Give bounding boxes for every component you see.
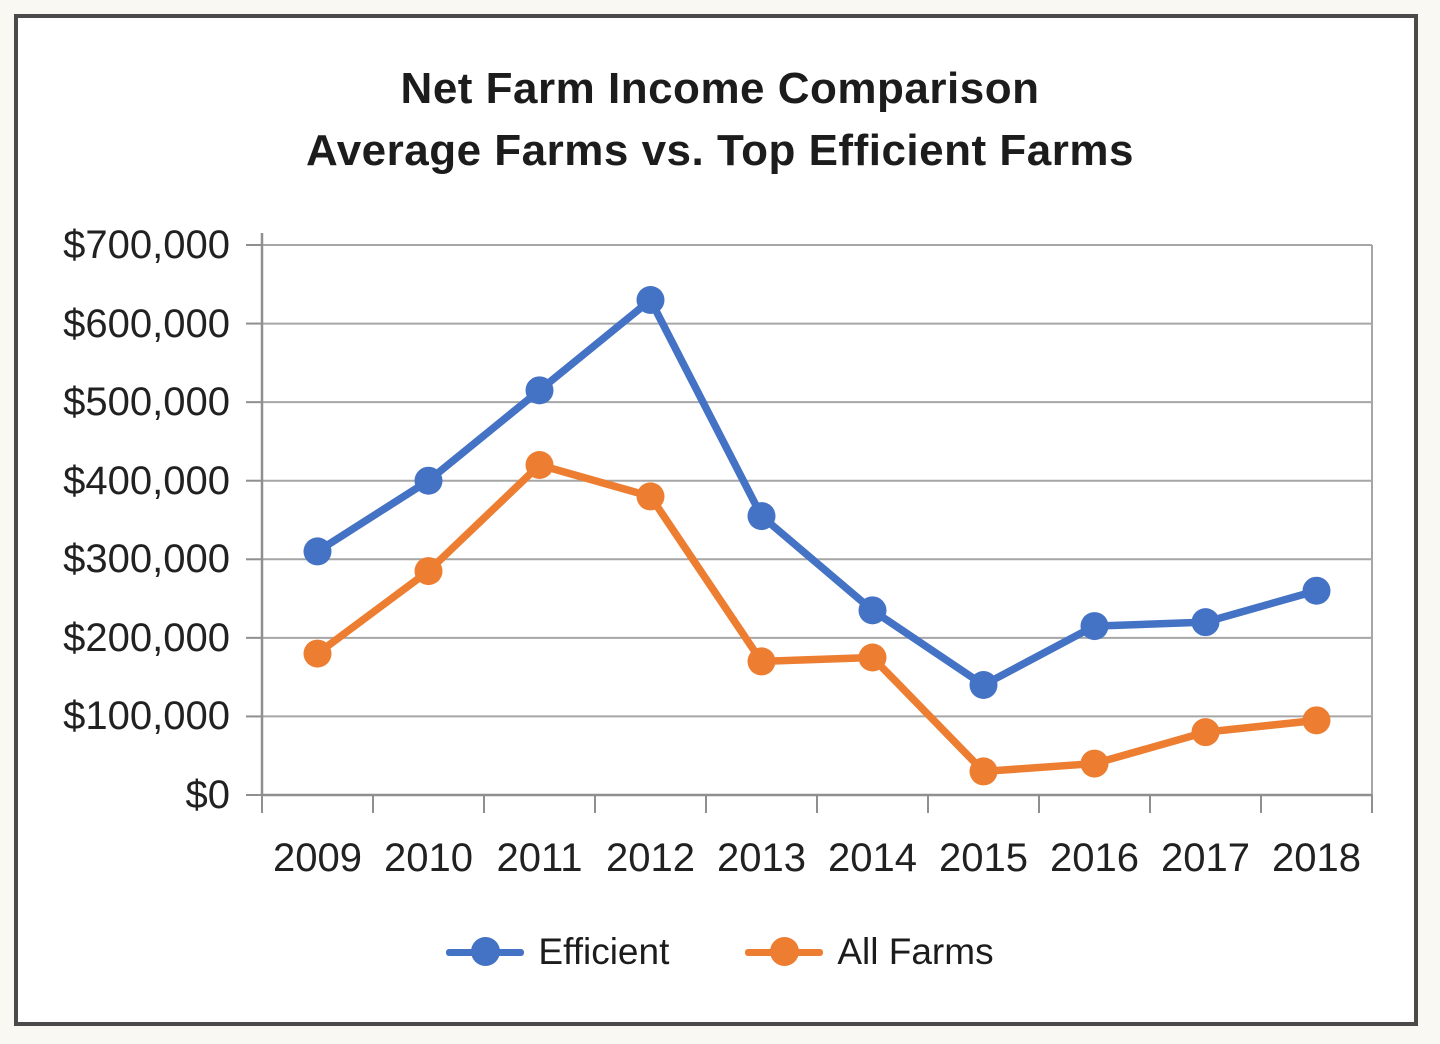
y-axis-tick-label: $200,000	[63, 615, 230, 660]
chart-title-line1: Net Farm Income Comparison	[400, 64, 1040, 113]
series-line-efficient	[313, 296, 1321, 689]
y-axis-tick-label: $100,000	[63, 694, 230, 739]
data-point-marker	[858, 643, 887, 672]
data-point-marker	[525, 451, 554, 479]
chart-frame	[14, 14, 1418, 1026]
x-axis-tick-label: 2010	[384, 836, 473, 880]
x-axis-tick-label: 2018	[1272, 836, 1361, 880]
data-point-marker	[636, 286, 665, 314]
x-axis-tick-label: 2011	[496, 836, 583, 880]
legend-label-all-farms: All Farms	[837, 931, 994, 972]
legend: Efficient All Farms	[0, 920, 1440, 984]
y-axis-tick-label: $500,000	[63, 380, 230, 425]
data-point-marker	[747, 502, 776, 531]
data-point-marker	[525, 376, 554, 405]
x-axis-tick-label: 2016	[1050, 836, 1139, 880]
legend-item-efficient: Efficient	[446, 931, 669, 973]
data-point-marker	[1302, 576, 1331, 605]
y-axis-tick-label: $0	[185, 773, 231, 817]
legend-label-efficient: Efficient	[538, 931, 670, 972]
efficient-line-marker-icon	[446, 937, 525, 967]
chart-title-line2: Average Farms vs. Top Efficient Farms	[306, 126, 1134, 176]
data-point-marker	[1191, 718, 1220, 747]
data-point-marker	[1302, 706, 1331, 735]
data-point-marker	[969, 757, 998, 786]
y-axis-tick-label: $600,000	[63, 301, 230, 346]
all-farms-line-marker-icon	[745, 937, 824, 967]
x-axis-tick-label: 2015	[939, 836, 1028, 880]
series-line-all-farms	[313, 461, 1321, 776]
x-axis-tick-label: 2012	[606, 836, 695, 880]
y-axis-tick-label: $700,000	[63, 223, 230, 267]
data-point-marker	[303, 537, 332, 566]
data-point-marker	[414, 466, 443, 495]
data-point-marker	[858, 596, 887, 625]
y-axis-tick-label: $300,000	[63, 537, 230, 582]
x-axis-tick-label: 2017	[1161, 836, 1250, 880]
data-point-marker	[1080, 749, 1109, 778]
data-point-marker	[414, 557, 443, 586]
data-point-marker	[747, 647, 776, 676]
legend-item-all-farms: All Farms	[745, 931, 994, 973]
x-axis-tick-label: 2009	[273, 836, 362, 880]
data-point-marker	[636, 482, 665, 511]
y-axis-tick-label: $400,000	[63, 458, 230, 503]
data-point-marker	[969, 671, 998, 699]
data-point-marker	[1191, 608, 1220, 637]
x-axis-tick-label: 2014	[828, 836, 917, 880]
x-axis-tick-label: 2013	[717, 836, 806, 880]
chart-title: Net Farm Income Comparison Average Farms…	[0, 58, 1440, 183]
data-point-marker	[303, 639, 332, 668]
data-point-marker	[1080, 612, 1109, 641]
